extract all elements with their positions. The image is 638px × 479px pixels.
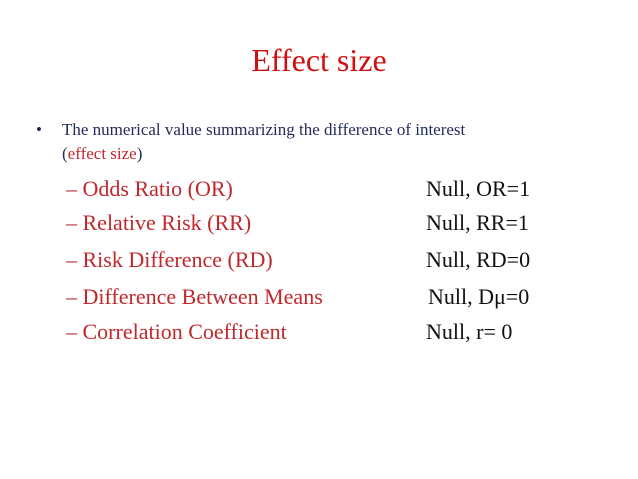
sub-item-null: Null, OR=1 (426, 176, 531, 201)
effect-size-highlight: effect size (67, 144, 137, 163)
sub-item-label: – Risk Difference (RD) (66, 247, 273, 272)
sub-item-label: – Odds Ratio (OR) (66, 176, 233, 201)
bullet-text: The numerical value summarizing the diff… (62, 120, 466, 139)
sub-item-null: Null, RR=1 (426, 210, 529, 235)
sub-item-odds-ratio: – Odds Ratio (OR) Null, OR=1 (66, 172, 626, 206)
slide-title: Effect size (251, 42, 387, 78)
sub-item-null: Null, RD=0 (426, 247, 531, 272)
sub-item-null: Null, Dμ=0 (428, 284, 530, 309)
sub-item-correlation-coefficient: – Correlation Coefficient Null, r= 0 (66, 315, 626, 349)
sub-item-label: – Difference Between Means (66, 284, 323, 309)
bullet-marker: • (36, 120, 42, 139)
sub-item-label: – Relative Risk (RR) (66, 210, 252, 235)
paren-open: ( (62, 144, 68, 163)
bullet-text-block: The numerical value summarizing the diff… (62, 118, 622, 166)
sub-item-risk-difference: – Risk Difference (RD) Null, RD=0 (66, 243, 626, 277)
paren-close: ) (136, 144, 143, 163)
sub-item-relative-risk: – Relative Risk (RR) Null, RR=1 (66, 206, 626, 240)
sub-item-label: – Correlation Coefficient (66, 319, 287, 344)
sub-item-difference-between-means: – Difference Between Means Null, Dμ=0 (66, 280, 626, 314)
sub-item-null: Null, r= 0 (426, 319, 513, 344)
